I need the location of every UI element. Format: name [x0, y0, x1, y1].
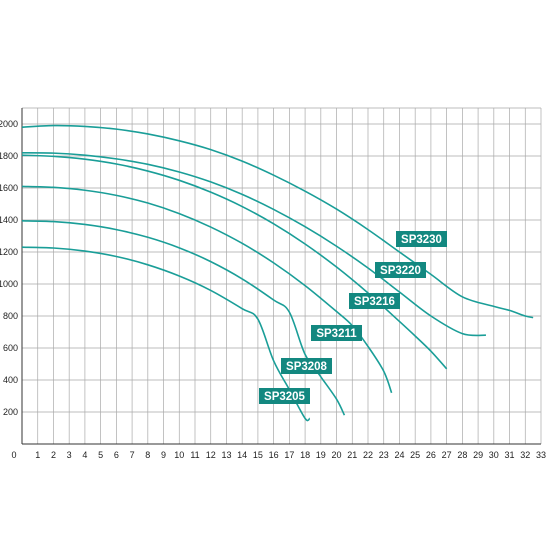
x-tick-label: 0: [11, 450, 16, 460]
y-tick-label: 1200: [0, 247, 18, 257]
x-tick-label: 16: [269, 450, 279, 460]
series-line-sp3220: [21, 152, 487, 337]
y-tick-label: 2000: [0, 119, 18, 129]
x-tick-label: 5: [98, 450, 103, 460]
x-tick-label: 24: [394, 450, 404, 460]
x-tick-label: 25: [410, 450, 420, 460]
x-tick-label: 19: [316, 450, 326, 460]
x-tick-label: 11: [190, 450, 199, 460]
x-tick-label: 14: [237, 450, 247, 460]
y-tick-label: 1000: [0, 279, 18, 289]
x-tick-label: 22: [363, 450, 373, 460]
y-tick-label: 400: [3, 375, 18, 385]
x-tick-label: 1: [35, 450, 40, 460]
x-tick-label: 23: [379, 450, 389, 460]
x-tick-label: 15: [253, 450, 263, 460]
x-tick-label: 2: [51, 450, 56, 460]
x-tick-label: 30: [489, 450, 499, 460]
y-tick-label: 1400: [0, 215, 18, 225]
x-tick-label: 32: [520, 450, 530, 460]
x-tick-label: 21: [347, 450, 357, 460]
y-tick-label: 800: [3, 311, 18, 321]
x-tick-label: 31: [505, 450, 515, 460]
y-tick-label: 1800: [0, 151, 18, 161]
x-tick-label: 13: [221, 450, 231, 460]
series-line-sp3208: [21, 220, 346, 416]
x-tick-label: 18: [300, 450, 310, 460]
x-tick-label: 6: [114, 450, 119, 460]
x-tick-label: 12: [206, 450, 216, 460]
series-curves: [21, 124, 534, 422]
series-label-sp3230: SP3230: [396, 231, 447, 247]
series-label-text: SP3216: [354, 296, 395, 308]
series-label-text: SP3220: [380, 265, 421, 277]
series-label-box: [375, 262, 426, 278]
x-tick-label: 3: [67, 450, 72, 460]
series-label-sp3216: SP3216: [349, 293, 400, 309]
x-tick-label: 20: [332, 450, 342, 460]
x-tick-label: 8: [145, 450, 150, 460]
x-tick-label: 27: [442, 450, 452, 460]
x-tick-label: 33: [536, 450, 546, 460]
x-tick-label: 17: [284, 450, 294, 460]
x-tick-label: 28: [457, 450, 467, 460]
series-label-box: [281, 358, 332, 374]
series-label-text: SP3230: [401, 234, 442, 246]
x-tick-label: 29: [473, 450, 483, 460]
x-tick-label: 9: [161, 450, 166, 460]
series-line-sp3211: [21, 185, 393, 394]
tick-labels: 0 1 2 3 4 5 6 7 8 9 10 11 12 13 14 15 16 17 18 19 20 21 22 23 24…: [0, 119, 546, 460]
series-label-text: SP3205: [264, 391, 306, 403]
x-tick-label: 4: [82, 450, 87, 460]
series-label-sp3211: SP3211: [311, 325, 362, 341]
series-label-text: SP3211: [316, 328, 357, 340]
x-tick-label: 26: [426, 450, 436, 460]
y-tick-label: 1600: [0, 183, 18, 193]
series-label-text: SP3208: [286, 361, 328, 373]
x-tick-label: 10: [174, 450, 184, 460]
y-tick-label: 200: [3, 407, 18, 417]
series-label-sp3205: SP3205: [259, 388, 310, 404]
y-tick-label: 600: [3, 343, 18, 353]
series-label-sp3220: SP3220: [375, 262, 426, 278]
series-line-sp3216: [21, 154, 448, 370]
series-label-box: [396, 231, 447, 247]
axes: [21, 108, 541, 445]
series-label-box: [349, 293, 400, 309]
series-label-box: [259, 388, 310, 404]
series-label-sp3208: SP3208: [281, 358, 332, 374]
x-tick-label: 7: [130, 450, 135, 460]
series-label-box: [311, 325, 362, 341]
series-labels: SP3230 SP3220 SP3216 SP3211 SP3208 SP3205: [259, 231, 447, 404]
series-line-sp3230: [21, 124, 534, 319]
